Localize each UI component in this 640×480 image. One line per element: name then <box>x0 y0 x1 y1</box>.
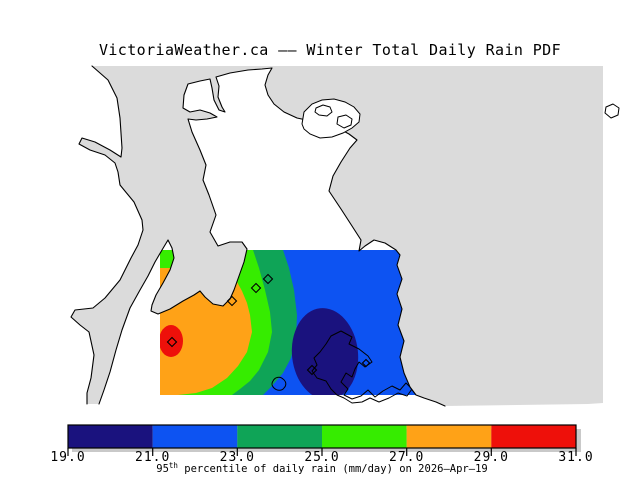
colorbar-segment-19-21 <box>68 425 153 448</box>
station-marker <box>262 273 274 285</box>
colorbar-tick-label: 23.0 <box>220 450 255 465</box>
map-title: VictoriaWeather.ca —— Winter Total Daily… <box>99 41 561 59</box>
station-marker <box>226 295 238 307</box>
colorbar-tick-label: 25.0 <box>304 450 339 465</box>
colorbar-tick-label: 29.0 <box>474 450 509 465</box>
colorbar: 19.0 21.0 23.0 25.0 27.0 29.0 31.0 95th … <box>50 424 593 475</box>
station-marker <box>166 336 178 348</box>
contour-band-29-31 <box>160 325 183 357</box>
bay-outline <box>301 98 361 139</box>
colorbar-segment-21-23 <box>152 425 238 448</box>
caption-rest: percentile of daily rain (mm/day) on 202… <box>178 463 488 475</box>
colorbar-tick-label: 27.0 <box>389 450 424 465</box>
station-marker <box>306 364 318 376</box>
island-outline <box>314 104 333 117</box>
colorbar-tick-label: 21.0 <box>135 450 170 465</box>
caption-superscript: th <box>169 461 178 470</box>
station-marker <box>250 282 262 294</box>
colorbar-tick-label: 31.0 <box>558 450 593 465</box>
colorbar-tick-label: 19.0 <box>50 450 85 465</box>
colorbar-segment-29-31 <box>491 425 576 448</box>
island-outline <box>604 103 620 119</box>
coastline <box>98 67 446 407</box>
colorbar-segment-25-27 <box>322 425 407 448</box>
colorbar-segment-27-29 <box>406 425 492 448</box>
station-marker <box>361 358 371 368</box>
land-mass <box>71 66 603 406</box>
coastline-west <box>70 65 144 405</box>
colorbar-ticks <box>67 448 577 456</box>
colorbar-caption: 95th percentile of daily rain (mm/day) o… <box>156 461 487 475</box>
colorbar-segment-23-25 <box>237 425 322 448</box>
island-outline <box>336 114 353 129</box>
caption-base: 95 <box>156 463 169 475</box>
pond-outline <box>271 376 287 391</box>
